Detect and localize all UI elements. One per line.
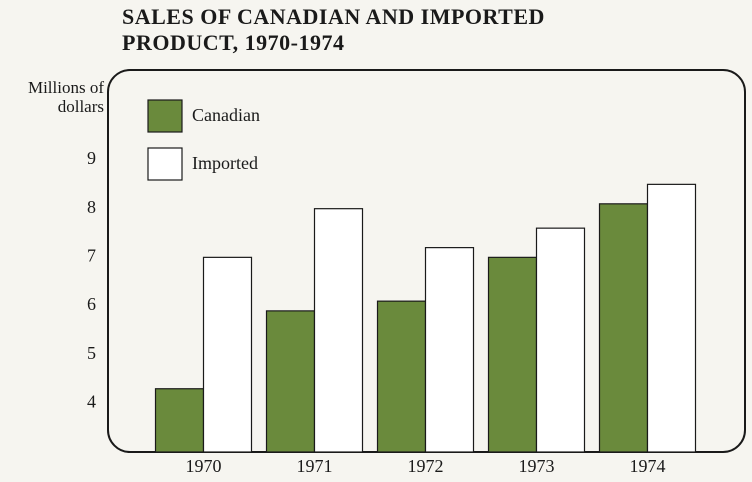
- bar: [313, 208, 364, 453]
- x-tick-label: 1970: [186, 456, 222, 476]
- legend-swatch: [147, 147, 183, 181]
- x-tick-label: 1971: [297, 456, 333, 476]
- y-tick-label: 8: [87, 197, 96, 217]
- y-tick-label: 4: [87, 391, 96, 411]
- y-tick-label: 9: [87, 148, 96, 168]
- x-tick-label: 1973: [519, 456, 555, 476]
- bar: [487, 256, 538, 453]
- y-axis-label: Millions of dollars: [27, 78, 104, 116]
- legend-label: Imported: [192, 153, 258, 173]
- bar: [598, 203, 649, 453]
- bar: [202, 256, 253, 453]
- legend-swatch: [147, 99, 183, 133]
- legend-label: Canadian: [192, 105, 260, 125]
- bar: [265, 310, 316, 453]
- x-tick-label: 1972: [408, 456, 444, 476]
- bar: [154, 388, 205, 453]
- chart-title: SALES OF CANADIAN AND IMPORTED PRODUCT, …: [122, 4, 545, 55]
- y-tick-label: 6: [87, 294, 96, 314]
- bar: [535, 227, 586, 453]
- y-tick-label: 7: [87, 245, 96, 265]
- x-tick-label: 1974: [630, 456, 666, 476]
- y-tick-label: 5: [87, 343, 96, 363]
- bar: [424, 247, 475, 453]
- bar: [376, 300, 427, 453]
- bar: [646, 183, 697, 453]
